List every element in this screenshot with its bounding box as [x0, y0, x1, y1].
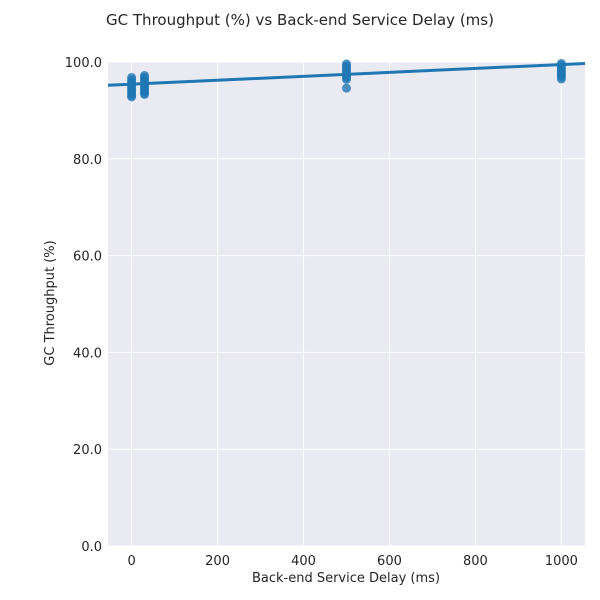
x-tick-label: 600 [377, 554, 402, 569]
x-tick-label: 200 [205, 554, 230, 569]
y-axis-label: GC Throughput (%) [43, 240, 58, 365]
chart-title: GC Throughput (%) vs Back-end Service De… [106, 11, 494, 29]
data-point [127, 92, 137, 102]
y-tick-label: 0.0 [81, 540, 102, 555]
data-points [127, 58, 566, 102]
x-tick-label: 0 [127, 554, 135, 569]
plot-area [108, 62, 585, 546]
y-tick-label: 40.0 [73, 346, 102, 361]
data-point [342, 83, 351, 93]
data-point [140, 89, 150, 99]
x-tick-labels: 0 200 400 600 800 1000 [127, 554, 577, 569]
grid-lines [108, 61, 585, 547]
data-point [342, 74, 351, 84]
data-point [556, 74, 566, 84]
x-tick-label: 400 [291, 554, 316, 569]
y-tick-label: 60.0 [73, 250, 102, 265]
y-tick-label: 20.0 [73, 443, 102, 458]
x-tick-label: 800 [463, 554, 488, 569]
y-tick-label: 100.0 [65, 56, 102, 71]
y-tick-labels: 0.0 20.0 40.0 60.0 80.0 100.0 [65, 56, 102, 555]
x-tick-label: 1000 [545, 554, 578, 569]
y-tick-label: 80.0 [73, 153, 102, 168]
x-axis-label: Back-end Service Delay (ms) [252, 571, 440, 586]
